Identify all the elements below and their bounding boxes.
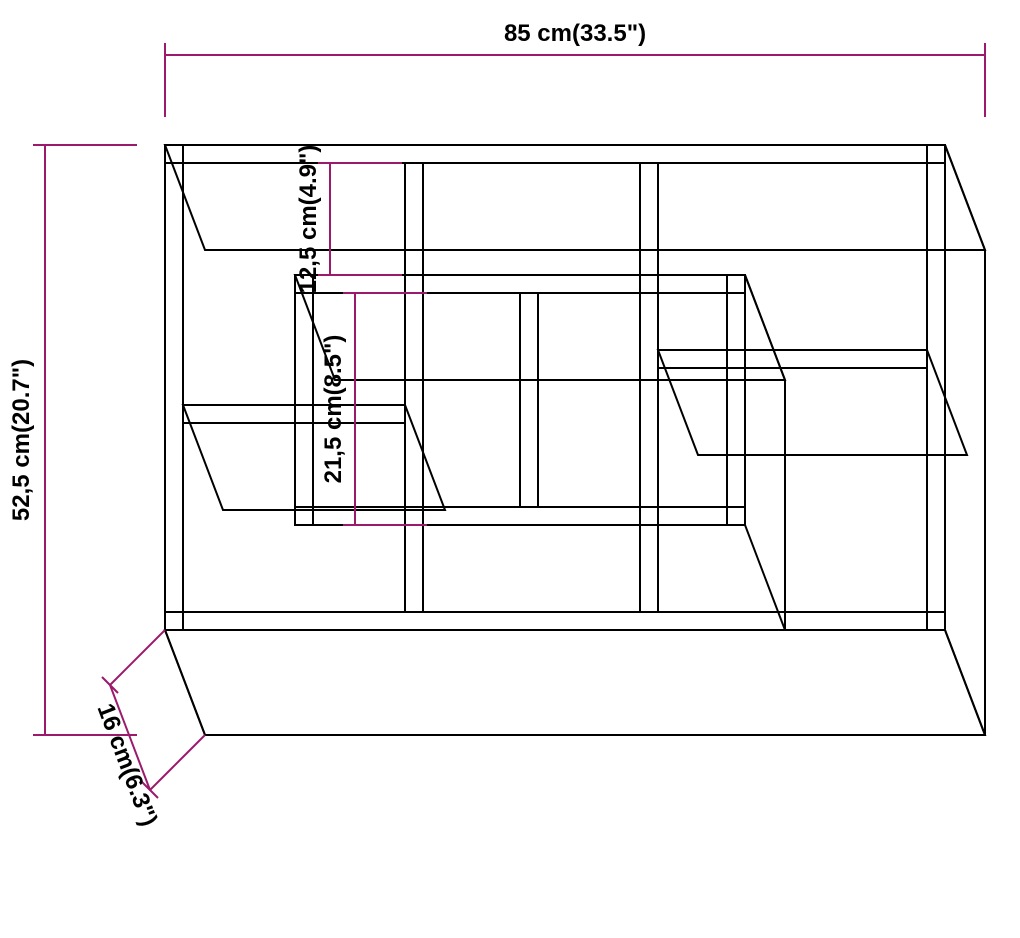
dim-width-label: 85 cm(33.5") <box>504 20 646 47</box>
dim-inner-small-label: 12,5 cm(4.9") <box>295 145 322 294</box>
dim-depth-label: 16 cm(6.3") <box>91 700 162 830</box>
dim-inner-large-label: 21,5 cm(8.5") <box>320 335 347 484</box>
dim-height-label: 52,5 cm(20.7") <box>8 359 35 521</box>
